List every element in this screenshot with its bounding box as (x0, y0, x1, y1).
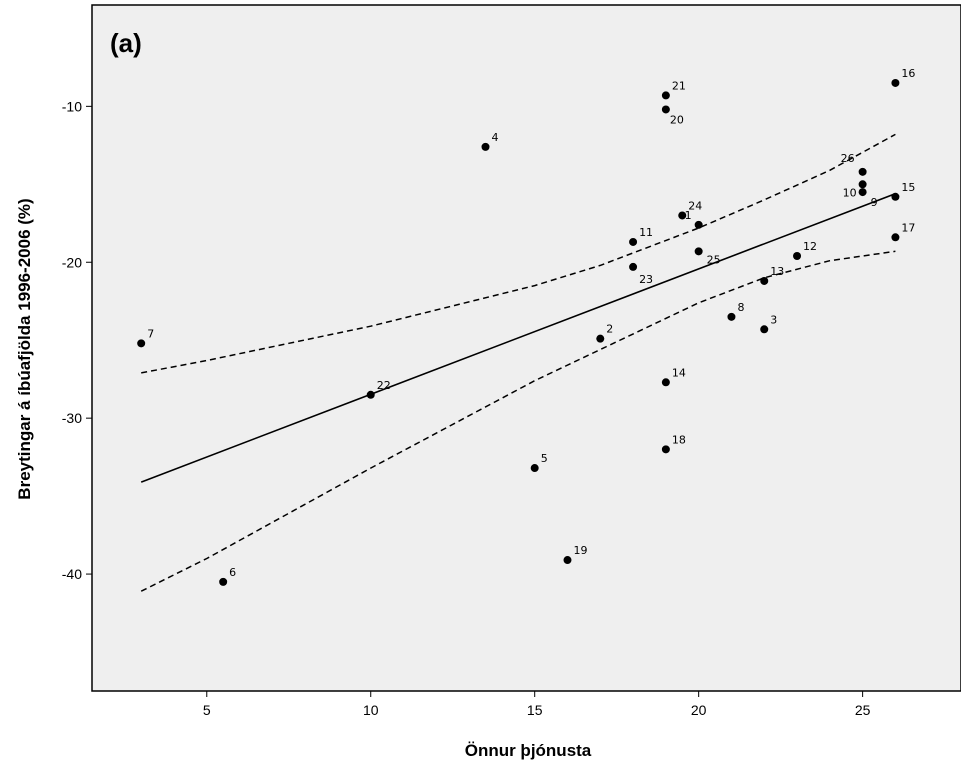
x-tick-label: 10 (363, 702, 379, 718)
x-tick-label: 15 (527, 702, 543, 718)
data-point (137, 339, 146, 348)
point-label: 17 (901, 221, 915, 234)
data-point (219, 577, 228, 586)
point-label: 7 (147, 327, 154, 340)
data-point (694, 247, 703, 256)
point-label: 3 (770, 313, 777, 326)
data-point (661, 105, 670, 114)
data-point (858, 188, 867, 197)
data-point (596, 334, 605, 343)
data-point (530, 464, 539, 473)
data-point (760, 325, 769, 334)
point-label: 21 (672, 79, 686, 92)
point-label: 14 (672, 366, 686, 379)
plot-area (91, 4, 961, 692)
data-point (891, 192, 900, 201)
point-label: 22 (377, 379, 391, 392)
y-axis-title: Breytingar á íbúafjölda 1996-2006 (%) (15, 198, 34, 499)
point-label: 1 (685, 209, 692, 222)
data-point (793, 252, 802, 261)
point-label: 11 (639, 226, 653, 239)
data-point (661, 378, 670, 387)
point-label: 4 (492, 131, 499, 144)
point-label: 15 (901, 181, 915, 194)
x-tick-label: 25 (855, 702, 871, 718)
data-point (694, 220, 703, 229)
point-label: 2 (606, 323, 613, 336)
point-label: 8 (737, 301, 744, 314)
point-label: 25 (707, 253, 721, 266)
data-points: 7 6 22 4 5 19 2 11 23 21 20 14 18 241 25 8 13 3 12 26 10 9 16 1… (137, 67, 915, 586)
data-point (858, 167, 867, 176)
data-point (727, 312, 736, 321)
x-tick-label: 20 (691, 702, 707, 718)
point-label: 16 (901, 67, 915, 80)
data-point (629, 262, 638, 271)
data-point (563, 556, 572, 565)
data-point (661, 91, 670, 100)
x-tick-label: 5 (203, 702, 211, 718)
point-label: 26 (841, 152, 855, 165)
y-axis-ticks: -10 -20 -30 -40 (62, 98, 92, 582)
x-axis-ticks: 5 10 15 20 25 (203, 691, 871, 718)
point-label: 19 (573, 544, 587, 557)
confidence-band-upper (141, 133, 896, 374)
data-point (661, 445, 670, 454)
point-label: 6 (229, 566, 236, 579)
data-point (760, 276, 769, 285)
point-label: 9 (871, 196, 878, 209)
fit-line (140, 192, 896, 483)
y-tick-label: -30 (62, 410, 82, 426)
y-tick-label: -40 (62, 566, 82, 582)
point-label: 24 (688, 199, 702, 212)
confidence-bands (140, 133, 896, 592)
point-label: 20 (670, 113, 684, 126)
data-point (678, 211, 687, 220)
data-point (629, 237, 638, 246)
panel-label: (a) (110, 28, 142, 58)
data-point (891, 233, 900, 242)
point-label: 10 (843, 186, 857, 199)
x-axis-title: Önnur þjónusta (465, 741, 592, 760)
data-point (366, 390, 375, 399)
point-label: 23 (639, 273, 653, 286)
data-point (858, 180, 867, 189)
data-point (891, 78, 900, 87)
fit-line-group (140, 192, 896, 483)
point-label: 5 (541, 452, 548, 465)
point-label: 18 (672, 433, 686, 446)
y-tick-label: -10 (62, 98, 82, 114)
y-tick-label: -20 (62, 254, 82, 270)
data-point (481, 142, 490, 151)
point-label: 13 (770, 265, 784, 278)
point-label: 12 (803, 240, 817, 253)
confidence-band-lower (140, 250, 896, 592)
